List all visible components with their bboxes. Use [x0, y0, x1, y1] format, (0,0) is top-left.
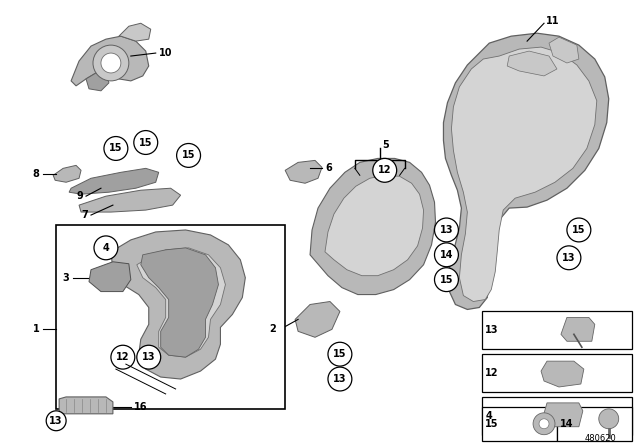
Polygon shape	[541, 361, 584, 387]
Circle shape	[435, 243, 458, 267]
Text: 15: 15	[572, 225, 586, 235]
Text: 15: 15	[333, 349, 347, 359]
Circle shape	[93, 45, 129, 81]
Circle shape	[177, 143, 200, 168]
Polygon shape	[325, 175, 424, 276]
Text: 13: 13	[485, 325, 499, 336]
Polygon shape	[119, 23, 151, 41]
Text: 12: 12	[378, 165, 392, 175]
Circle shape	[46, 411, 66, 431]
Polygon shape	[310, 159, 435, 294]
Text: 15: 15	[109, 143, 123, 154]
Polygon shape	[89, 262, 131, 292]
Text: 13: 13	[142, 352, 156, 362]
Text: 13: 13	[333, 374, 347, 384]
Polygon shape	[59, 397, 113, 414]
Polygon shape	[141, 248, 218, 357]
Circle shape	[567, 218, 591, 242]
FancyBboxPatch shape	[483, 354, 632, 392]
Polygon shape	[69, 168, 159, 194]
Circle shape	[599, 409, 619, 429]
Text: 5: 5	[383, 141, 390, 151]
Polygon shape	[444, 33, 609, 310]
Polygon shape	[561, 318, 595, 341]
FancyBboxPatch shape	[483, 407, 557, 441]
Text: 4: 4	[485, 411, 492, 421]
Circle shape	[557, 246, 581, 270]
FancyBboxPatch shape	[56, 225, 285, 409]
Text: 13: 13	[562, 253, 575, 263]
Circle shape	[111, 345, 135, 369]
Text: 480620: 480620	[585, 434, 617, 443]
FancyBboxPatch shape	[483, 397, 632, 435]
Polygon shape	[71, 36, 148, 86]
Text: 13: 13	[49, 416, 63, 426]
Text: 14: 14	[560, 419, 573, 429]
Text: 7: 7	[81, 210, 88, 220]
Text: 15: 15	[485, 419, 499, 429]
FancyBboxPatch shape	[557, 407, 632, 441]
Text: 16: 16	[134, 402, 147, 412]
Circle shape	[328, 367, 352, 391]
Text: 12: 12	[116, 352, 130, 362]
Text: 6: 6	[325, 164, 332, 173]
Polygon shape	[137, 248, 225, 357]
Circle shape	[134, 130, 157, 155]
Text: 1: 1	[33, 324, 39, 334]
Text: 11: 11	[546, 16, 559, 26]
Text: 12: 12	[485, 368, 499, 378]
Polygon shape	[549, 37, 579, 63]
Polygon shape	[507, 51, 557, 76]
Text: 15: 15	[139, 138, 152, 147]
Text: 13: 13	[440, 225, 453, 235]
Text: 15: 15	[182, 151, 195, 160]
Polygon shape	[285, 160, 322, 183]
Circle shape	[372, 159, 397, 182]
Circle shape	[435, 218, 458, 242]
Text: 10: 10	[159, 48, 172, 58]
Polygon shape	[543, 403, 583, 427]
Circle shape	[104, 137, 128, 160]
Text: 15: 15	[440, 275, 453, 284]
Circle shape	[328, 342, 352, 366]
Text: 8: 8	[33, 169, 39, 179]
Circle shape	[101, 53, 121, 73]
Polygon shape	[295, 302, 340, 337]
Text: 9: 9	[76, 191, 83, 201]
Text: 3: 3	[62, 273, 69, 283]
Text: 14: 14	[440, 250, 453, 260]
Polygon shape	[53, 165, 81, 182]
Circle shape	[539, 419, 549, 429]
Circle shape	[533, 413, 555, 435]
Circle shape	[137, 345, 161, 369]
Text: 2: 2	[269, 324, 276, 334]
Polygon shape	[111, 230, 245, 379]
Polygon shape	[79, 188, 180, 212]
Circle shape	[435, 268, 458, 292]
Circle shape	[94, 236, 118, 260]
FancyBboxPatch shape	[483, 311, 632, 349]
Polygon shape	[451, 47, 596, 302]
Polygon shape	[86, 73, 109, 91]
Text: 4: 4	[102, 243, 109, 253]
